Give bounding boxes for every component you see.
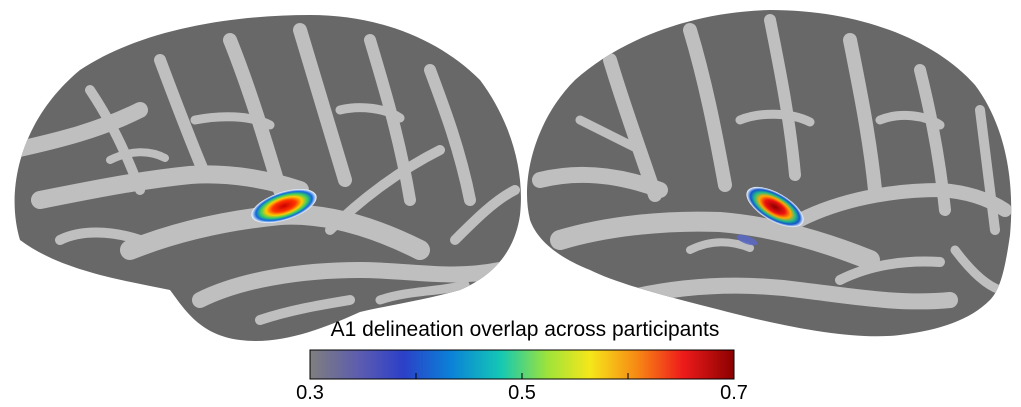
left-gyri-pattern	[14, 23, 520, 325]
colorbar-ticks	[309, 373, 735, 379]
colorbar-tick-label-max: 0.7	[720, 382, 748, 404]
colorbar-tick-label-min: 0.3	[296, 382, 324, 404]
right-hemisphere-surface	[527, 10, 1012, 337]
left-hemisphere	[14, 15, 521, 341]
colorbar-tick-label-mid: 0.5	[508, 382, 536, 404]
right-a1-overlap-blob	[746, 186, 804, 228]
right-minor-overlap-spot	[736, 234, 758, 246]
right-gyri-pattern	[532, 14, 1012, 310]
colorbar-title: A1 delineation overlap across participan…	[330, 318, 720, 341]
colorbar	[309, 349, 735, 380]
right-hemisphere	[527, 10, 1012, 337]
left-a1-overlap-blob	[251, 189, 317, 223]
